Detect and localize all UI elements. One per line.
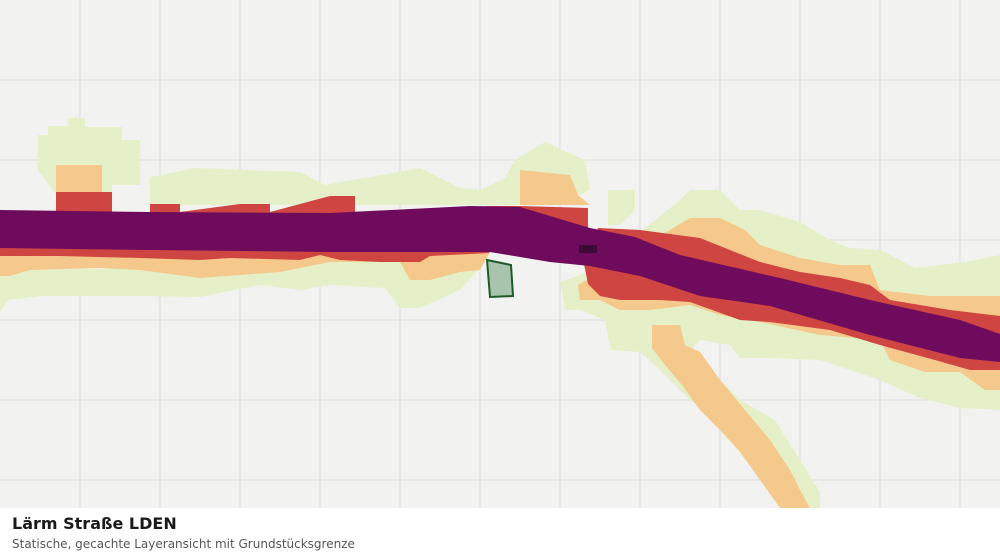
map-title: Lärm Straße LDEN: [12, 514, 177, 533]
caption-panel: Lärm Straße LDEN Statische, gecachte Lay…: [0, 508, 1000, 560]
parcel-boundary[interactable]: [485, 258, 515, 299]
noise-area: [608, 190, 635, 225]
noise-area: [0, 252, 480, 312]
noise-area: [150, 142, 590, 205]
map-subtitle: Statische, gecachte Layeransicht mit Gru…: [12, 537, 355, 551]
noise-area: [56, 165, 102, 193]
noise-area: [520, 170, 590, 205]
noise-area: [56, 192, 112, 212]
noise-area: [652, 325, 810, 508]
noise-zone-very-high: [0, 206, 1000, 362]
noise-zone-peak: [579, 245, 597, 253]
map: [0, 0, 1000, 508]
